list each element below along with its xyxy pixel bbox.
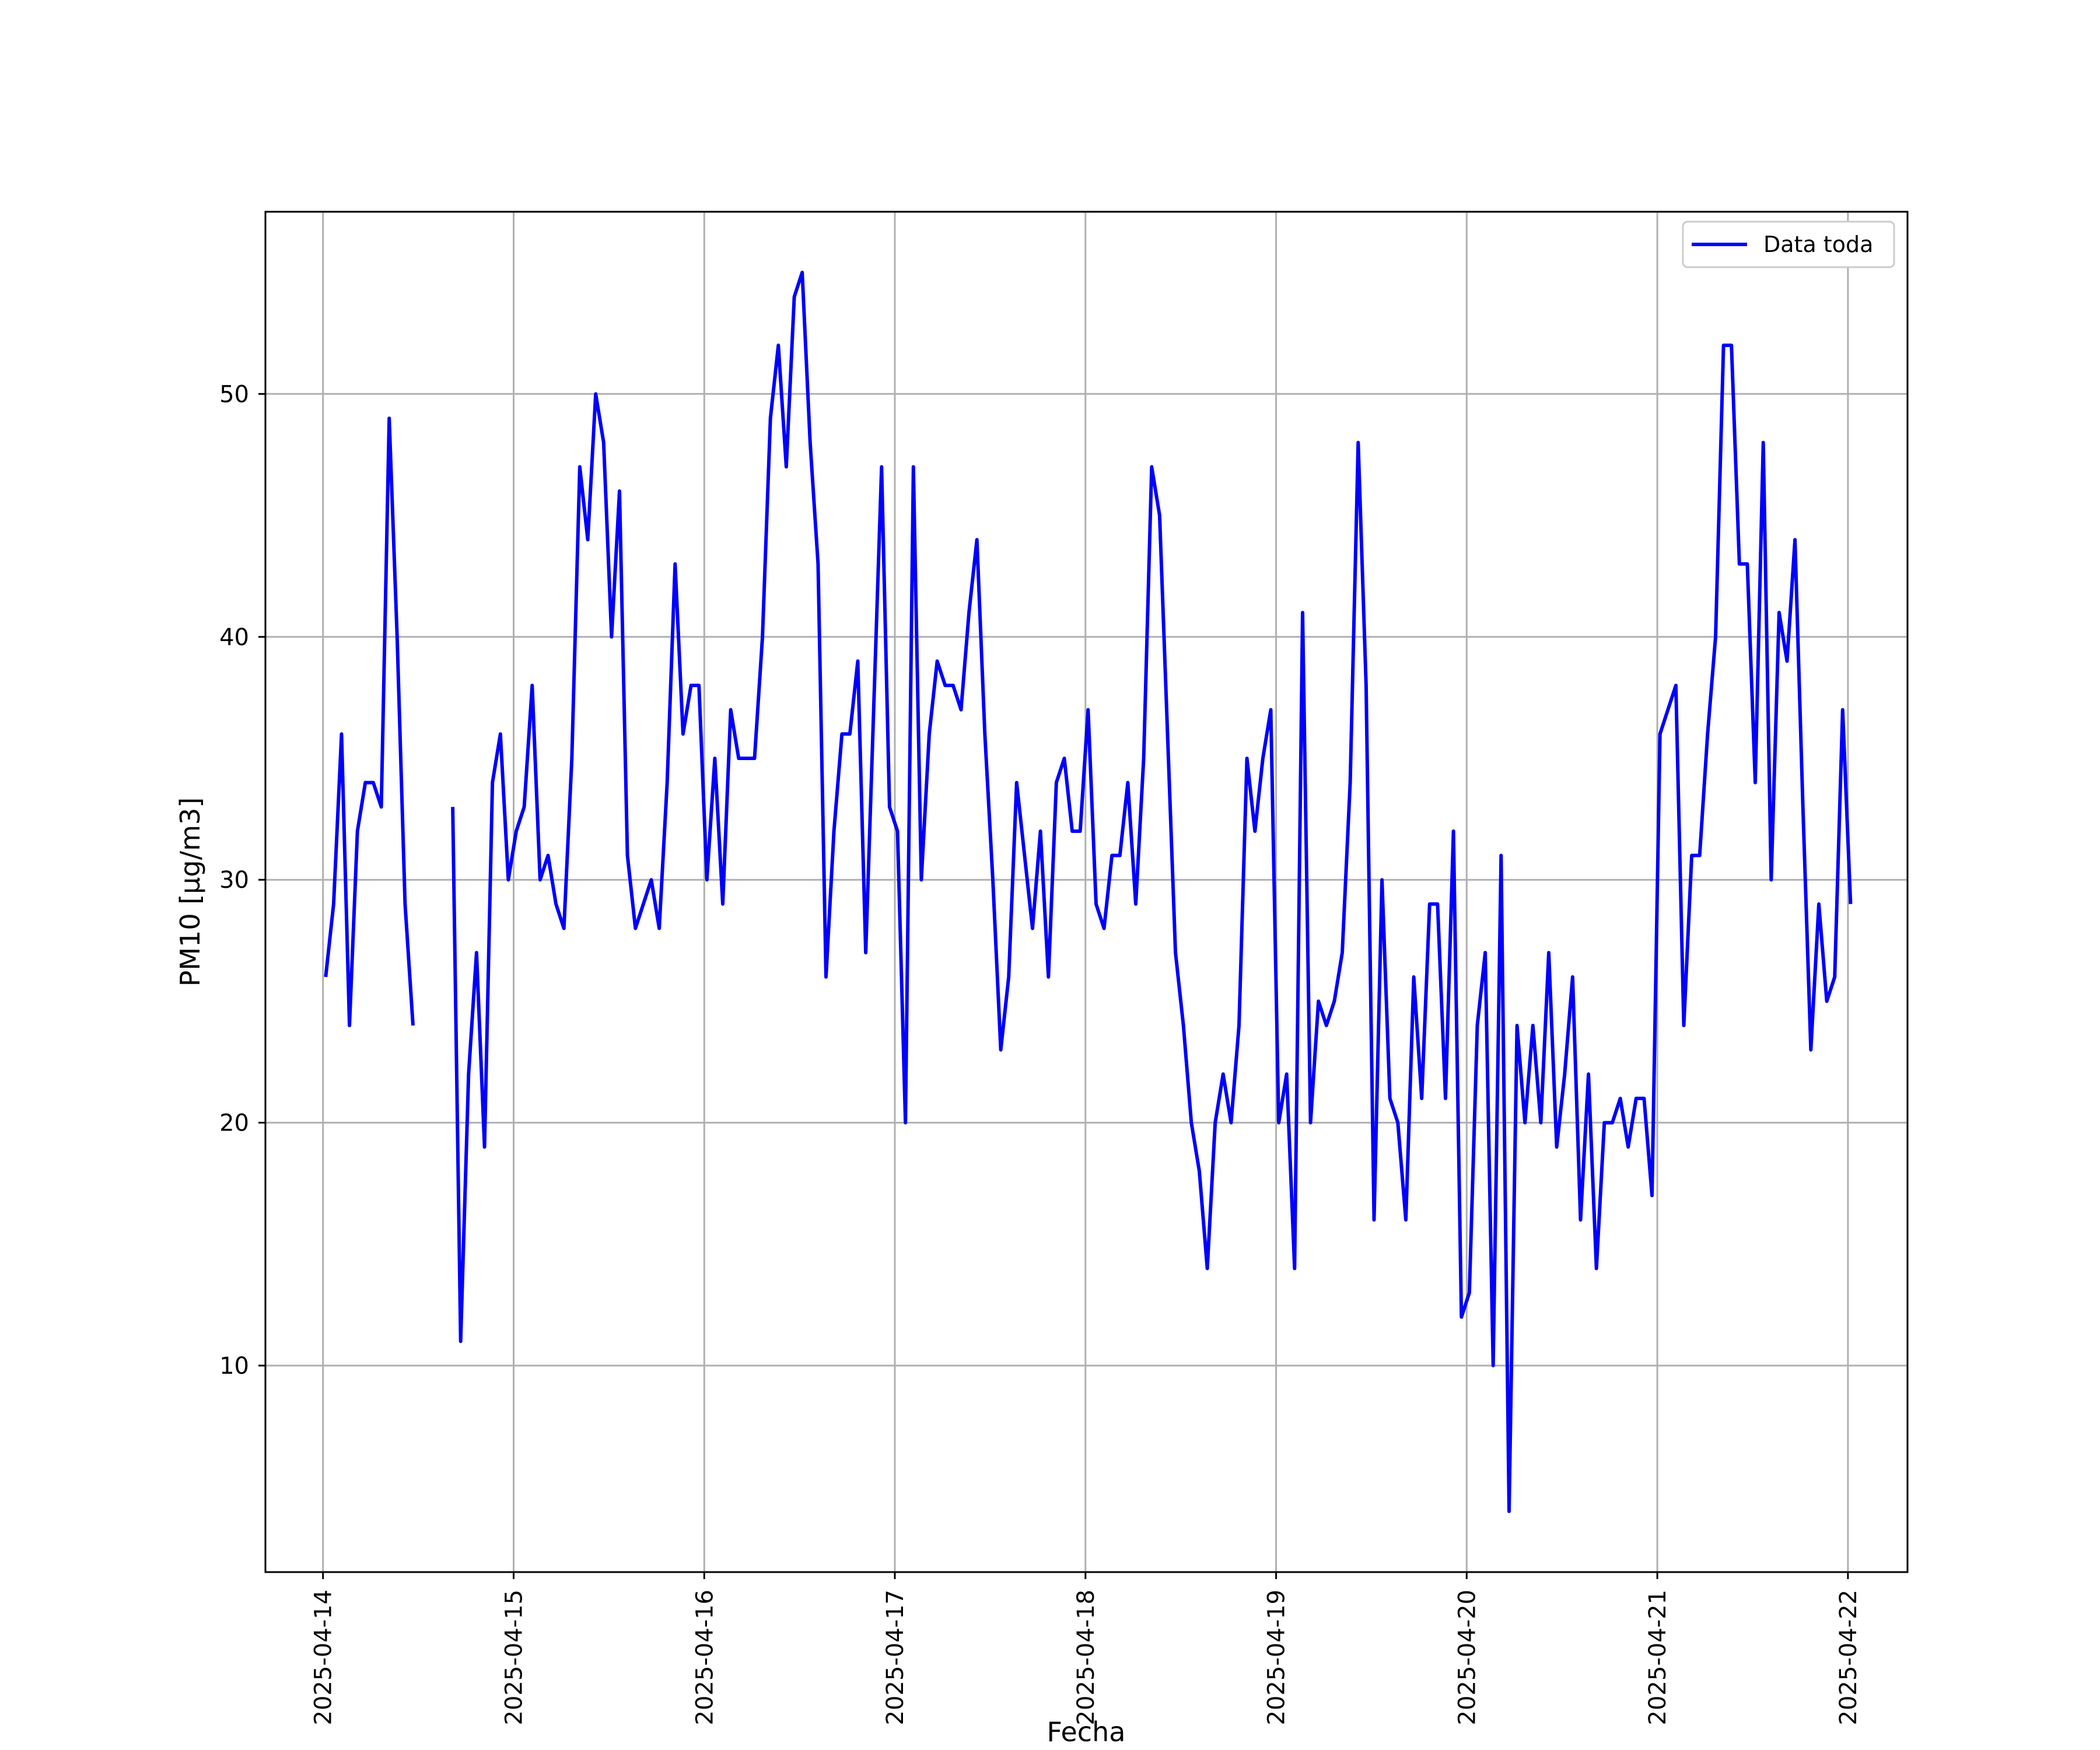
y-axis-label: PM10 [μg/m3] [174, 797, 206, 987]
x-tick-label: 2025-04-16 [691, 1590, 718, 1725]
y-tick-label: 20 [219, 1110, 249, 1137]
plot-area-frame [264, 211, 1909, 1573]
grid-lines [265, 212, 1908, 1572]
legend-label-data-toda: Data toda [1763, 232, 1873, 257]
x-tick-label: 2025-04-19 [1264, 1590, 1290, 1725]
x-tick-label: 2025-04-18 [1073, 1590, 1100, 1725]
legend-box [1682, 220, 1895, 268]
axis-ticks: 10 20 30 40 50 2025-04-14 2025-04-15 2025-04-16… [219, 381, 1862, 1725]
x-tick-label: 2025-04-20 [1454, 1590, 1480, 1725]
series-line-data-toda [324, 271, 1853, 1513]
x-tick-label: 2025-04-21 [1644, 1590, 1671, 1725]
y-tick-label: 10 [219, 1353, 249, 1380]
y-tick-label: 30 [219, 867, 249, 894]
x-tick-label: 2025-04-15 [501, 1590, 528, 1725]
legend: Data toda [1682, 220, 1895, 268]
x-tick-label: 2025-04-22 [1835, 1590, 1862, 1725]
x-tick-label: 2025-04-17 [882, 1590, 909, 1725]
y-tick-label: 50 [219, 381, 249, 408]
y-tick-label: 40 [219, 624, 249, 651]
x-axis-label: Fecha [1047, 1716, 1126, 1748]
x-tick-label: 2025-04-14 [310, 1590, 337, 1725]
